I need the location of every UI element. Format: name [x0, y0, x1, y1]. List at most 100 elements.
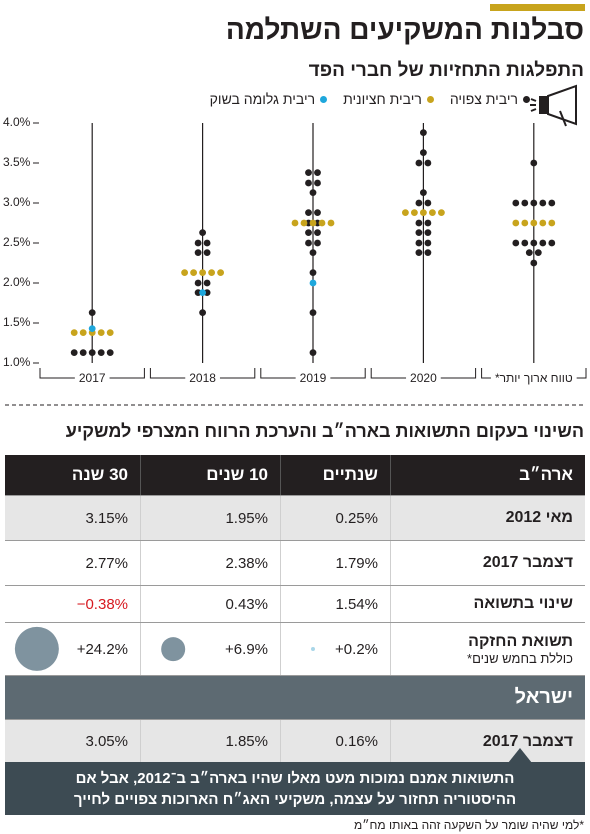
row-note: כוללת בחמש שנים* — [467, 650, 573, 666]
cell-text: +6.9% — [225, 640, 268, 658]
cell: +24.2% — [5, 623, 140, 675]
forecast-dot — [309, 269, 317, 276]
table: ארה״ב שנתיים 10 שנים 30 שנה מאי 2012 0.2… — [5, 455, 585, 764]
chart: 1.0% 1.5% 2.0% 2.5% 3.0% 3.5% 4.0% 2017 2018 2019… — [3, 84, 587, 406]
forecast-dot — [309, 249, 317, 256]
market-dot — [199, 289, 207, 296]
footnote: *למי שהיה שומר על השקעה זהה באותו מח״מ — [354, 818, 584, 832]
forecast-dot — [530, 199, 538, 207]
forecast-dot — [106, 349, 114, 356]
cell: 1.95% — [140, 496, 280, 540]
title: סבלנות המשקיעים השתלמה — [225, 14, 584, 45]
forecast-dot — [415, 229, 423, 237]
forecast-dot — [314, 179, 321, 187]
median-dot — [429, 209, 436, 217]
legend-label: ריבית חציונית — [343, 91, 422, 107]
cell: 3.15% — [85, 509, 128, 527]
forecast-dot — [424, 159, 432, 167]
legend: ריבית צפויה ריבית חציונית ריבית גלומה בש… — [210, 91, 530, 107]
forecast-dot — [194, 249, 202, 256]
table-row: דצמבר 2017 1.79% 2.38% 2.77% — [5, 541, 585, 586]
median-dot — [548, 219, 556, 227]
forecast-dot — [203, 279, 211, 287]
table-title: השינוי בעקום התשואות בארה״ב והערכת הרווח… — [65, 421, 584, 441]
section-header: ישראל — [5, 676, 585, 720]
forecast-dot — [199, 309, 207, 316]
forecast-dot — [70, 349, 78, 356]
y-tick-label: 2.5% — [3, 235, 31, 249]
median-dot — [411, 209, 418, 217]
x-tick-label: 2017 — [79, 371, 106, 385]
table-row: תשואת החזקה כוללת בחמש שנים* +0.2% +6.9% … — [5, 623, 585, 676]
cell: 2.38% — [140, 541, 280, 585]
legend-item: ריבית גלומה בשוק — [209, 91, 328, 107]
forecast-dot — [305, 229, 312, 237]
x-tick-label: 2018 — [189, 371, 216, 385]
cell: +0.2% — [280, 623, 390, 675]
forecast-dot — [79, 349, 87, 356]
megaphone-icon — [530, 84, 577, 127]
table-row: מאי 2012 0.25% 1.95% 3.15% — [5, 496, 585, 541]
forecast-dot — [88, 309, 96, 316]
median-dot — [106, 329, 114, 336]
axis-bracket — [370, 368, 477, 379]
legend-item: ריבית צפויה — [450, 91, 530, 107]
median-dot — [530, 219, 538, 227]
forecast-dot — [424, 219, 432, 227]
forecast-dot — [314, 229, 321, 237]
median-dot — [521, 219, 529, 227]
market-dot — [309, 279, 317, 287]
accent-bar — [490, 4, 585, 11]
forecast-dot — [88, 349, 96, 356]
subtitle: התפלגות התחזיות של חברי הפד — [308, 60, 584, 81]
legend-item: ריבית חציונית — [343, 91, 434, 107]
forecast-dot — [548, 239, 556, 247]
axis-bracket — [39, 368, 145, 379]
forecast-dot — [199, 229, 207, 237]
forecast-dot — [415, 249, 423, 256]
forecast-dot — [548, 199, 556, 207]
forecast-dot — [424, 229, 432, 237]
median-dot — [70, 329, 78, 336]
cell: 1.85% — [140, 720, 280, 763]
axis-bracket — [260, 368, 366, 379]
median-dot — [309, 219, 317, 227]
median-dot — [539, 219, 547, 227]
legend-label: ריבית גלומה בשוק — [209, 91, 316, 107]
row-label: דצמבר 2017 — [390, 541, 585, 585]
forecast-dot — [539, 199, 547, 207]
header-cell: ארה״ב — [390, 455, 585, 495]
forecast-dot — [525, 249, 533, 256]
forecast-dot — [194, 279, 202, 287]
forecast-dot — [424, 249, 432, 256]
median-dot — [420, 209, 427, 217]
forecast-dot — [309, 349, 317, 356]
legend-marker — [523, 95, 530, 103]
median-dot — [327, 219, 335, 227]
cell-text: +0.2% — [335, 640, 378, 658]
x-tick-label: 2019 — [300, 371, 327, 385]
cell-text: +24.2% — [76, 640, 128, 658]
median-dot — [300, 219, 308, 227]
median-dot — [97, 329, 105, 336]
y-tick-label: 3.5% — [3, 155, 31, 169]
forecast-dot — [534, 249, 542, 256]
row-label-text: תשואת החזקה — [468, 632, 573, 650]
header-cell: 30 שנה — [71, 465, 128, 484]
median-dot — [291, 219, 299, 227]
cell: 1.79% — [280, 541, 390, 585]
forecast-dot — [203, 249, 211, 256]
legend-marker — [426, 95, 434, 103]
forecast-dot — [530, 239, 538, 247]
cell: 0.43% — [140, 586, 280, 622]
median-dot — [190, 269, 198, 276]
table-row: שינוי בתשואה 1.54% 0.43% −0.38% — [5, 586, 585, 623]
y-tick-label: 1.5% — [3, 315, 31, 329]
median-dot — [438, 209, 445, 217]
table-row: דצמבר 2017 0.16% 1.85% 3.05% — [5, 720, 585, 764]
forecast-dot — [305, 179, 312, 187]
callout-arrow — [508, 748, 532, 763]
cell: 3.05% — [85, 733, 128, 750]
median-dot — [181, 269, 189, 276]
row-label: דצמבר 2017 — [390, 720, 585, 763]
